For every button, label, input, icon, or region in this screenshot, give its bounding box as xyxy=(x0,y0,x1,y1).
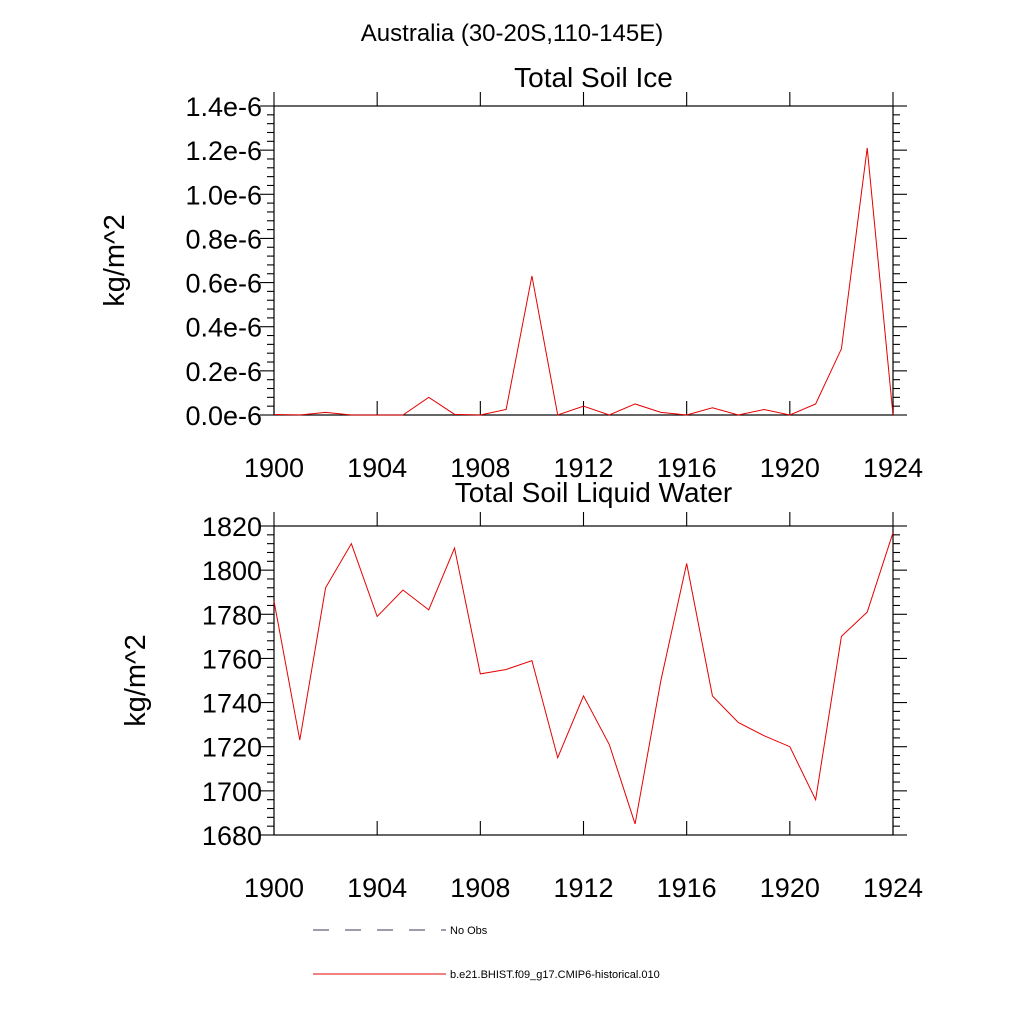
y-tick-label: 0.4e-6 xyxy=(185,313,262,343)
y-tick-label: 1740 xyxy=(202,689,262,719)
figure-title: Australia (30-20S,110-145E) xyxy=(361,20,663,47)
y-tick-label: 0.6e-6 xyxy=(185,269,262,299)
legend-label-model: b.e21.BHIST.f09_g17.CMIP6-historical.010 xyxy=(450,969,660,981)
y-tick-label: 1780 xyxy=(202,600,262,630)
y-tick-label: 1.4e-6 xyxy=(185,92,262,122)
legend: No Obs b.e21.BHIST.f09_g17.CMIP6-histori… xyxy=(313,925,660,981)
x-tick-label: 1900 xyxy=(244,873,304,903)
y-tick-label: 0.2e-6 xyxy=(185,357,262,387)
x-tick-label: 1920 xyxy=(760,873,820,903)
x-tick-label: 1924 xyxy=(863,453,923,483)
x-tick-label: 1912 xyxy=(553,453,613,483)
y-tick-label: 0.0e-6 xyxy=(185,401,262,431)
x-tick-label: 1904 xyxy=(347,453,407,483)
x-tick-label: 1912 xyxy=(553,873,613,903)
x-tick-label: 1908 xyxy=(450,873,510,903)
y-tick-label: 1.0e-6 xyxy=(185,180,262,210)
y-tick-label: 1800 xyxy=(202,556,262,586)
panel-total-soil-ice: Total Soil Ice 1900 1904 1908 1912 1916 1920 19… xyxy=(99,62,923,483)
panel-total-soil-liquid-water: Total Soil Liquid Water 1900 1904 1908 1912 1… xyxy=(120,477,923,903)
x-tick-label: 1900 xyxy=(244,453,304,483)
x-tick-label: 1916 xyxy=(657,453,717,483)
series-line-total-soil-ice xyxy=(273,147,894,416)
x-tick-label: 1916 xyxy=(657,873,717,903)
panel-title-total-soil-liquid-water: Total Soil Liquid Water xyxy=(455,477,733,508)
y-tick-label: 1680 xyxy=(202,821,262,851)
y-tick-label: 0.8e-6 xyxy=(185,224,262,254)
series-line-total-soil-liquid-water xyxy=(273,532,894,825)
y-tick-label: 1700 xyxy=(202,777,262,807)
y-tick-label: 1760 xyxy=(202,644,262,674)
x-tick-label: 1904 xyxy=(347,873,407,903)
x-tick-label: 1908 xyxy=(450,453,510,483)
y-tick-label: 1820 xyxy=(202,512,262,542)
x-tick-label: 1924 xyxy=(863,873,923,903)
x-tick-label: 1920 xyxy=(760,453,820,483)
plot-frame xyxy=(273,105,894,416)
y-tick-label: 1.2e-6 xyxy=(185,136,262,166)
panel-title-total-soil-ice: Total Soil Ice xyxy=(514,62,673,93)
y-axis-label: kg/m^2 xyxy=(99,214,131,307)
plot-frame xyxy=(273,525,894,836)
y-tick-label: 1720 xyxy=(202,733,262,763)
legend-label-no-obs: No Obs xyxy=(450,925,488,937)
y-axis-label: kg/m^2 xyxy=(120,634,152,727)
